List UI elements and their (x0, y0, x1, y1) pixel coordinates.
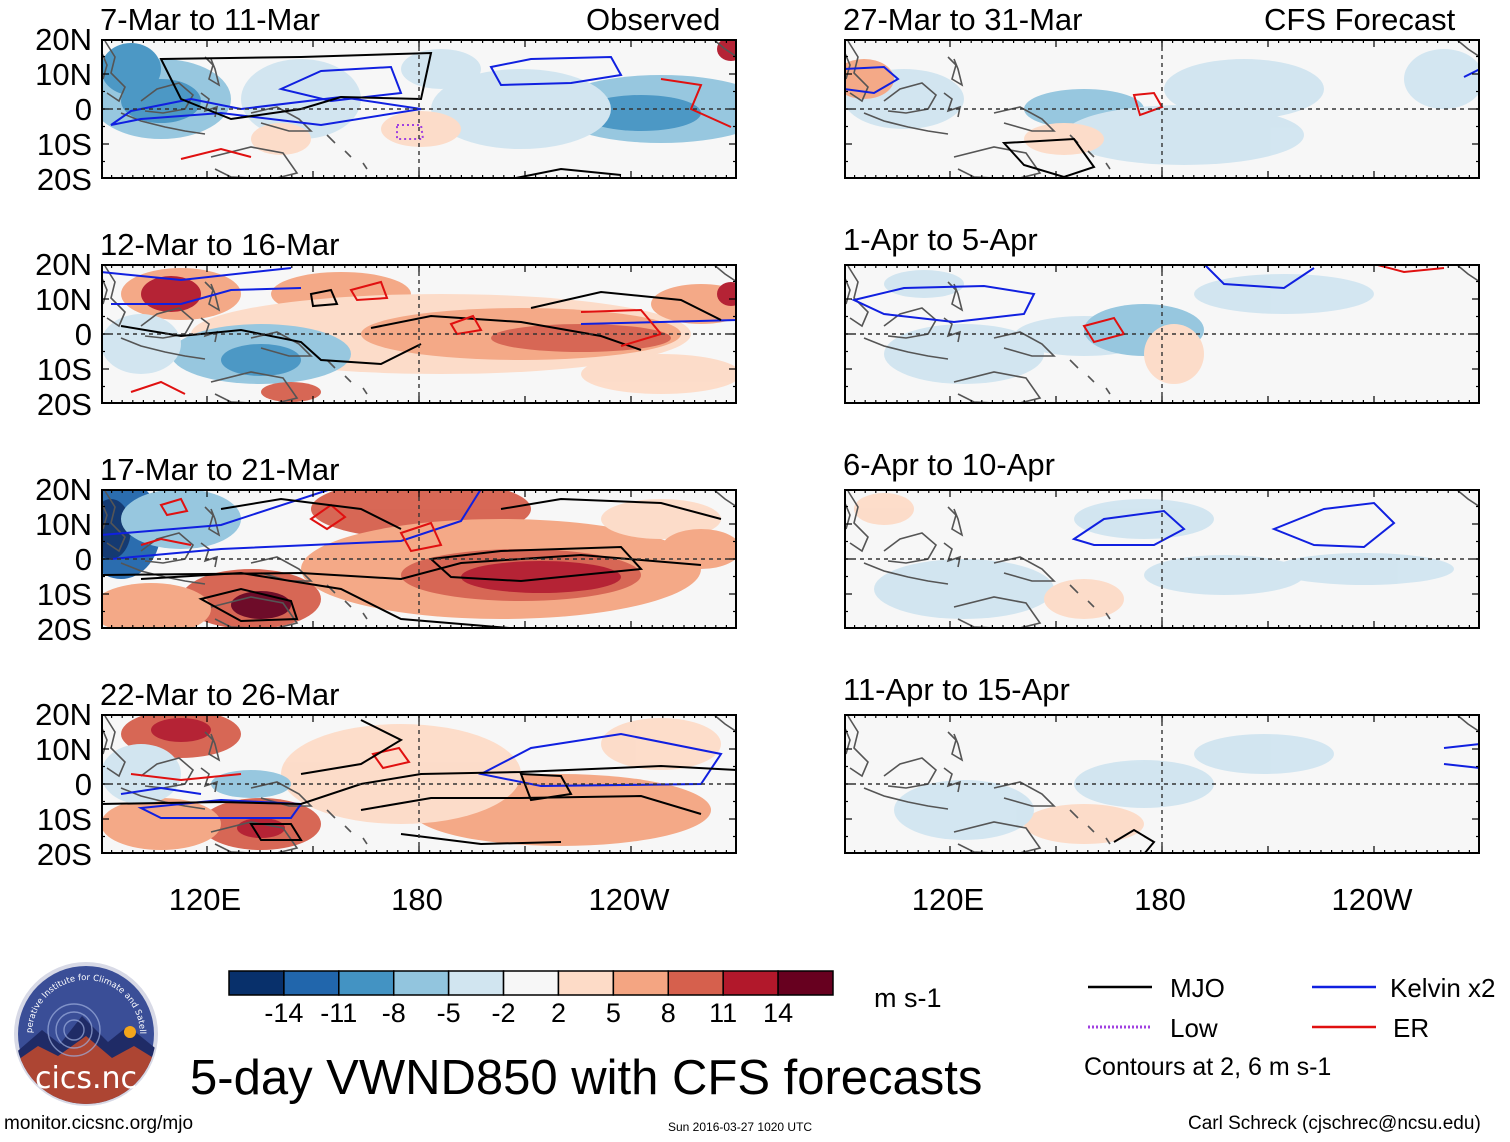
colorbar-box-10 (777, 970, 834, 996)
map-panel-obs2 (101, 264, 737, 404)
ylabel-row1-10S: 10S (36, 127, 92, 162)
colorbar-tick-2: -8 (381, 998, 406, 1028)
cicsnc-logo: Cooperative Institute for Climate and Sa… (12, 960, 158, 1106)
ylabel-row2-10S: 10S (36, 352, 92, 387)
colorbar-box-3 (392, 970, 450, 996)
ylabel-row2-20S: 20S (36, 387, 92, 422)
colorbar-box-1 (283, 970, 340, 996)
panel-title-obs4: 22-Mar to 26-Mar (100, 677, 340, 712)
xlabel-left-120e: 120E (168, 882, 242, 917)
map-panel-fc4 (844, 714, 1480, 854)
map-panel-obs4 (101, 714, 737, 854)
legend-label-kelvin: Kelvin x2 (1390, 973, 1496, 1003)
colorbar-box-7 (612, 970, 670, 996)
colorbar-tick-3: -5 (436, 998, 461, 1028)
panel-title-fc2: 1-Apr to 5-Apr (843, 222, 1038, 257)
xlabel-right-120e: 120E (911, 882, 985, 917)
legend-label-er: ER (1393, 1013, 1430, 1043)
colorbar-tick-1: -11 (320, 998, 358, 1028)
xlabel-right-120w: 120W (1331, 882, 1413, 917)
panel-title-obs1: 7-Mar to 11-Mar (100, 2, 320, 37)
panel-title-obs3: 17-Mar to 21-Mar (100, 452, 340, 487)
panel-title-fc3: 6-Apr to 10-Apr (843, 447, 1055, 482)
colorbar-box-9 (722, 970, 779, 996)
legend-label-low: Low (1170, 1013, 1218, 1043)
map-panel-fc3 (844, 489, 1480, 629)
ylabel-row1-20S: 20S (36, 162, 92, 197)
xlabel-left-180: 180 (391, 882, 443, 917)
ylabel-row1-20N: 20N (35, 22, 92, 57)
ylabel-row4-10N: 10N (35, 732, 92, 767)
ylabel-row3-20N: 20N (35, 472, 92, 507)
colorbar-tick-7: 8 (660, 998, 676, 1028)
colorbar-box-8 (667, 970, 724, 996)
ylabel-row2-20N: 20N (35, 247, 92, 282)
figure-title: 5-day VWND850 with CFS forecasts (190, 1051, 983, 1105)
observed-label: Observed (586, 2, 721, 37)
xlabel-left-120w: 120W (588, 882, 670, 917)
map-panel-obs3 (101, 489, 737, 629)
ylabel-row3-20S: 20S (36, 612, 92, 647)
legend-lines (1088, 985, 1376, 1029)
legend-note: Contours at 2, 6 m s-1 (1084, 1053, 1332, 1081)
ylabel-row3-10S: 10S (36, 577, 92, 612)
colorbar-tick-8: 11 (709, 998, 738, 1028)
colorbar-tick-5: 2 (550, 998, 566, 1028)
panel-title-fc1: 27-Mar to 31-Mar (843, 2, 1083, 37)
map-panel-fc2 (844, 264, 1480, 404)
colorbar-box-6 (557, 970, 615, 996)
forecast-label: CFS Forecast (1264, 2, 1456, 37)
colorbar-tick-9: 14 (763, 998, 794, 1028)
ylabel-row1-10N: 10N (35, 57, 92, 92)
ylabel-row4-20N: 20N (35, 697, 92, 732)
ylabel-row2-10N: 10N (35, 282, 92, 317)
ylabel-row1-0: 0 (74, 92, 92, 127)
colorbar-tick-0: -14 (264, 998, 304, 1028)
ylabel-row3-10N: 10N (35, 507, 92, 542)
footer-url: monitor.cicsnc.org/mjo (4, 1113, 194, 1134)
legend-label-mjo: MJO (1170, 973, 1225, 1003)
colorbar-tick-6: 5 (605, 998, 621, 1028)
colorbar-box-2 (338, 970, 395, 996)
xlabel-right-180: 180 (1134, 882, 1186, 917)
colorbar-tick-4: -2 (491, 998, 516, 1028)
colorbar-box-4 (447, 970, 505, 996)
panel-title-obs2: 12-Mar to 16-Mar (100, 227, 340, 262)
footer-timestamp: Sun 2016-03-27 1020 UTC (668, 1120, 813, 1134)
map-panel-obs1 (101, 39, 737, 179)
ylabel-row4-10S: 10S (36, 802, 92, 837)
footer-author: Carl Schreck (cjschrec@ncsu.edu) (1188, 1113, 1481, 1134)
ylabel-row4-20S: 20S (36, 837, 92, 872)
colorbar (228, 970, 834, 996)
colorbar-units: m s-1 (874, 983, 942, 1013)
colorbar-box-0 (228, 970, 285, 996)
logo-text: cics.nc (35, 1061, 137, 1096)
panel-title-fc4: 11-Apr to 15-Apr (843, 672, 1070, 707)
colorbar-box-5 (502, 970, 560, 996)
ylabel-row3-0: 0 (74, 542, 92, 577)
ylabel-row2-0: 0 (74, 317, 92, 352)
map-panel-fc1 (844, 39, 1480, 179)
ylabel-row4-0: 0 (74, 767, 92, 802)
